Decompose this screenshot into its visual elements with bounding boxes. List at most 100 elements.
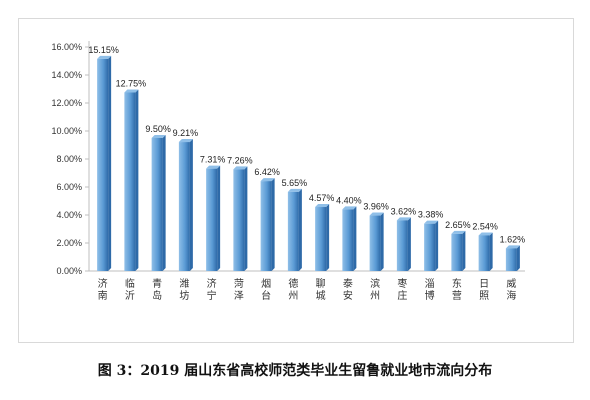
category-label-char: 济 xyxy=(207,277,217,290)
category-label-char: 岛 xyxy=(152,289,162,302)
bar-side xyxy=(353,206,357,271)
y-tick-label: 14.00% xyxy=(51,70,82,80)
bar-side xyxy=(189,139,193,271)
category-label: 淄博 xyxy=(425,278,435,302)
bar xyxy=(97,55,112,272)
y-tick-label: 6.00% xyxy=(56,182,82,192)
value-label: 7.31% xyxy=(200,155,226,165)
category-label: 东营 xyxy=(452,277,462,302)
bar xyxy=(342,206,357,271)
chart-frame: 0.00% 2.00% 4.00% 6.00% 8.00% 10.00% 12.00% 14.… xyxy=(18,18,574,343)
category-label: 泰安 xyxy=(343,277,353,302)
category-label-char: 海 xyxy=(506,289,516,302)
category-label-char: 台 xyxy=(261,289,271,302)
bar-front xyxy=(478,235,490,271)
bar-top xyxy=(505,245,520,249)
bar xyxy=(396,217,411,271)
category-label: 济南 xyxy=(98,277,108,302)
value-label: 15.15% xyxy=(88,45,119,55)
bar-side xyxy=(244,166,248,271)
value-label: 7.26% xyxy=(227,155,253,165)
bar-top xyxy=(315,204,330,208)
category-label-char: 博 xyxy=(425,289,435,302)
bar-side xyxy=(407,217,411,271)
bar-front xyxy=(424,223,436,271)
bar-front xyxy=(505,248,517,271)
bar-front xyxy=(151,138,163,271)
category-label-char: 庄 xyxy=(397,289,407,302)
bar xyxy=(206,165,221,271)
category-label: 聊城 xyxy=(316,277,326,302)
category-label: 日照 xyxy=(479,279,489,302)
value-label: 2.65% xyxy=(445,220,471,230)
category-label-char: 枣 xyxy=(397,278,407,290)
bar-top xyxy=(287,188,302,192)
category-label-char: 聊 xyxy=(316,277,326,290)
category-label-char: 日 xyxy=(479,279,489,290)
value-label: 9.50% xyxy=(145,124,171,134)
category-label-char: 照 xyxy=(479,290,489,302)
category-label: 烟台 xyxy=(261,277,271,302)
bar-chart: 0.00% 2.00% 4.00% 6.00% 8.00% 10.00% 12.00% 14.… xyxy=(51,41,526,302)
y-tick-label: 12.00% xyxy=(51,98,82,108)
bar-front xyxy=(451,233,463,271)
y-tick-label: 8.00% xyxy=(56,154,82,164)
bar-top xyxy=(178,139,193,143)
bar-side xyxy=(162,135,166,271)
value-label: 4.57% xyxy=(309,193,335,203)
bar xyxy=(505,245,520,271)
category-label-char: 淄 xyxy=(425,278,435,290)
value-label: 1.62% xyxy=(500,234,526,244)
value-label: 9.21% xyxy=(173,128,199,138)
bar-front xyxy=(342,209,354,271)
bar-front xyxy=(124,92,136,271)
category-label-char: 泽 xyxy=(234,290,244,302)
bar-front xyxy=(260,181,272,271)
figure-caption: 图 3：2019 届山东省高校师范类毕业生留鲁就业地市流向分布 xyxy=(97,363,493,379)
y-tick-label: 10.00% xyxy=(51,126,82,136)
category-label: 枣庄 xyxy=(397,278,407,302)
category-label-char: 威 xyxy=(506,277,516,290)
bar-front xyxy=(178,142,190,271)
bar-side xyxy=(380,212,384,271)
bar xyxy=(451,230,466,271)
bar xyxy=(287,188,302,271)
category-label-char: 城 xyxy=(316,290,326,302)
value-label: 4.40% xyxy=(336,195,362,205)
category-label-char: 坊 xyxy=(179,289,189,302)
bar-top xyxy=(342,206,357,210)
y-tick-label: 0.00% xyxy=(56,266,82,276)
bar xyxy=(369,212,384,271)
bar-side xyxy=(298,188,302,271)
category-label: 潍坊 xyxy=(179,278,189,302)
value-label: 3.62% xyxy=(391,206,417,216)
bar xyxy=(151,135,166,271)
bar-front xyxy=(287,191,299,271)
category-label-char: 营 xyxy=(452,289,462,302)
bar-front xyxy=(315,207,327,271)
bar-top xyxy=(233,166,248,170)
bar-top xyxy=(451,230,466,234)
category-label-char: 滨 xyxy=(370,277,380,290)
bar-top xyxy=(369,212,384,216)
bar-side xyxy=(108,55,112,272)
category-label-char: 安 xyxy=(343,289,353,302)
bar-top xyxy=(424,220,439,224)
category-label-char: 州 xyxy=(370,290,380,302)
bar-side xyxy=(462,230,466,271)
bar-top xyxy=(151,135,166,138)
bar xyxy=(124,89,139,271)
category-label: 德州 xyxy=(288,277,298,302)
bar-side xyxy=(489,232,493,271)
y-tick-label: 16.00% xyxy=(51,42,82,52)
y-tick-label: 4.00% xyxy=(56,210,82,220)
category-label-char: 菏 xyxy=(234,278,244,290)
bar-front xyxy=(97,58,109,272)
value-label: 5.65% xyxy=(282,178,308,188)
category-label: 临沂 xyxy=(125,277,135,302)
bar-top xyxy=(97,55,112,59)
bar-side xyxy=(516,245,520,271)
bar xyxy=(424,220,439,271)
category-label-char: 烟 xyxy=(261,277,271,290)
